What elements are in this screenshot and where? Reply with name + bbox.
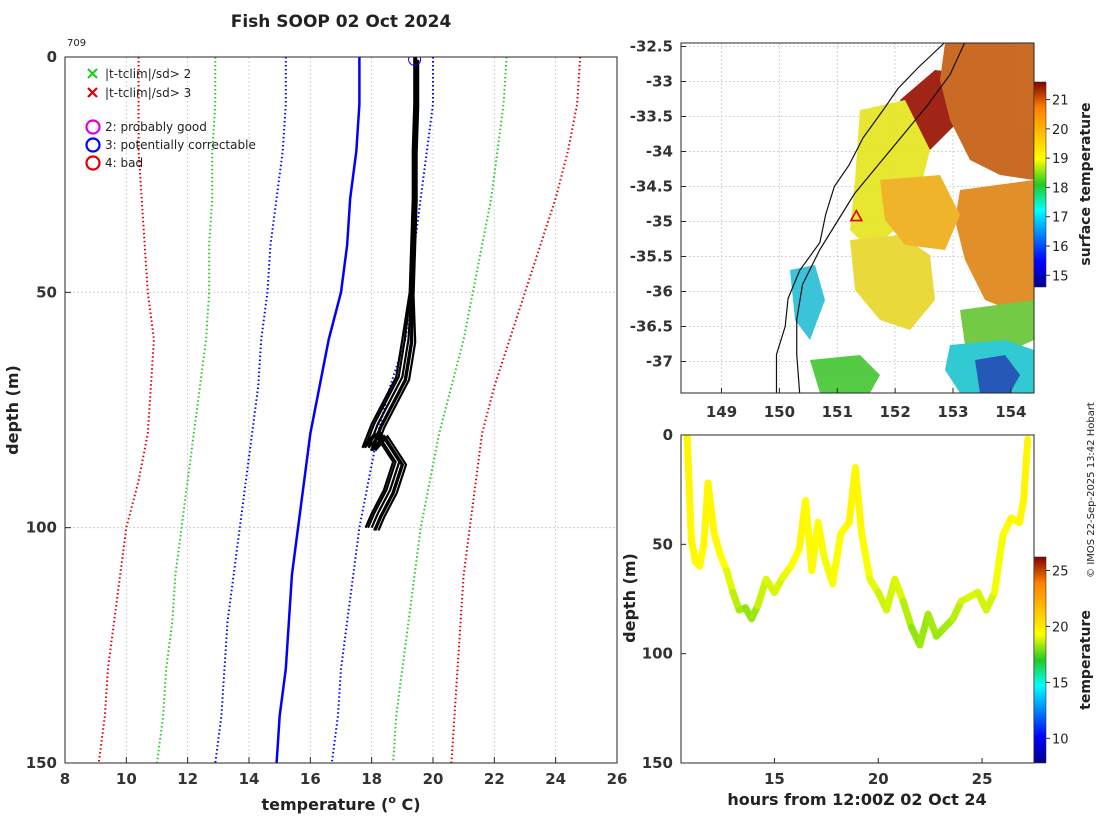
- figure: Fish SOOP 02 Oct 2024 709 8 10 12 14 16 18 20 2…: [0, 0, 1100, 820]
- profile-series: [99, 53, 580, 763]
- legend-circle-blue-marker: [87, 139, 100, 152]
- time-depth-y-ticks: 0 50 100 150: [642, 426, 686, 772]
- profile-x-tick-22: 22: [484, 770, 505, 788]
- map-colorbar-tick-17: 17: [1052, 211, 1069, 226]
- map-plot: [681, 43, 1034, 393]
- t-y-tick-0: 0: [663, 426, 673, 444]
- map-colorbar-label: surface temperature: [1078, 102, 1094, 265]
- legend-circle-magenta-marker: [87, 121, 100, 134]
- profile-series-0: [277, 57, 360, 763]
- t-colorbar-tick-15: 15: [1052, 676, 1069, 691]
- legend-correctable-label: 3: potentially correctable: [105, 138, 256, 152]
- t-trace-segment-44: [995, 536, 1003, 593]
- profile-id: 709: [67, 38, 86, 49]
- t-trace-segment-24: [833, 533, 841, 583]
- profile-y-tick-50: 50: [36, 283, 57, 301]
- profile-series-1: [215, 57, 286, 763]
- t-colorbar-tick-10: 10: [1052, 732, 1069, 747]
- profile-y-ticks: 0 50 100 150: [26, 48, 71, 772]
- map-y-tick--34_5: -34.5: [630, 178, 673, 196]
- map-colorbar-tick-19: 19: [1052, 152, 1069, 167]
- t-trace-segment-1: [689, 490, 691, 540]
- map-x-tick-151: 151: [822, 403, 853, 421]
- map-y-tick--33_5: -33.5: [630, 108, 673, 126]
- t-trace-segment-0: [687, 437, 689, 489]
- t-x-tick-15: 15: [764, 770, 785, 788]
- time-depth-colorbar: [1034, 557, 1046, 763]
- profile-y-label: depth (m): [3, 365, 22, 455]
- t-x-tick-20: 20: [868, 770, 889, 788]
- profile-x-tick-10: 10: [116, 770, 137, 788]
- t-y-tick-50: 50: [652, 535, 673, 553]
- profile-x-ticks: 8 10 12 14 16 18 20 22 24 26: [60, 757, 628, 788]
- map-y-tick--35: -35: [646, 213, 673, 231]
- profile-x-tick-20: 20: [423, 770, 444, 788]
- profile-y-tick-100: 100: [26, 519, 57, 537]
- map-colorbar-tick-15: 15: [1052, 269, 1069, 284]
- map-y-tick--35_5: -35.5: [630, 248, 673, 266]
- profile-x-tick-12: 12: [177, 770, 198, 788]
- map-y-tick--33: -33: [646, 73, 673, 91]
- legend-circle-red-marker: [87, 157, 100, 170]
- t-trace-segment-28: [862, 533, 870, 579]
- legend-sd2-label: |t-tclim|/sd> 2: [105, 67, 191, 81]
- profile-series-3: [157, 57, 215, 763]
- profile-axes-frame: [65, 57, 617, 763]
- legend-x-red-marker: [88, 88, 97, 97]
- map-y-ticks: -32.5 -33 -33.5 -34 -34.5 -35 -35.5 -36 -36.5 -37: [630, 38, 686, 371]
- map-x-tick-153: 153: [937, 403, 968, 421]
- map-colorbar-ticks: 15 16 17 18 19 20 21: [1046, 94, 1069, 285]
- map-x-tick-149: 149: [706, 403, 737, 421]
- time-depth-colorbar-ticks: 10 15 20 25: [1046, 564, 1069, 747]
- profile-x-tick-26: 26: [607, 770, 628, 788]
- map-y-tick--34: -34: [646, 143, 673, 161]
- time-depth-y-label: depth (m): [620, 553, 639, 643]
- copyright-note: © IMOS 22-Sep-2025 13:42 Hobart: [1086, 402, 1097, 578]
- profile-y-tick-0: 0: [47, 48, 57, 66]
- profile-series-6: [451, 57, 580, 763]
- t-trace-segment-32: [895, 579, 903, 601]
- map-y-tick--36_5: -36.5: [630, 318, 673, 336]
- profile-grid: [65, 57, 617, 763]
- profile-x-tick-8: 8: [60, 770, 70, 788]
- profile-x-tick-16: 16: [300, 770, 321, 788]
- profile-legend: |t-tclim|/sd> 2 |t-tclim|/sd> 3 2: proba…: [87, 67, 256, 170]
- map-x-tick-154: 154: [995, 403, 1026, 421]
- t-trace-segment-22: [818, 522, 824, 557]
- t-trace-segment-27: [855, 468, 861, 534]
- time-depth-trace: [687, 437, 1028, 645]
- t-trace-segment-6: [708, 483, 714, 533]
- profile-x-tick-14: 14: [239, 770, 260, 788]
- t-x-tick-25: 25: [972, 770, 993, 788]
- map-colorbar: [1034, 82, 1046, 287]
- legend-sd3-label: |t-tclim|/sd> 3: [105, 86, 191, 100]
- time-depth-x-label: hours from 12:00Z 02 Oct 24: [727, 790, 986, 809]
- t-trace-segment-48: [1024, 439, 1028, 500]
- map-colorbar-tick-16: 16: [1052, 240, 1069, 255]
- t-colorbar-tick-20: 20: [1052, 620, 1069, 635]
- legend-probably-good-label: 2: probably good: [105, 120, 207, 134]
- profile-x-label: temperature (o C): [261, 793, 420, 814]
- map-x-tick-152: 152: [879, 403, 910, 421]
- profile-x-tick-24: 24: [545, 770, 566, 788]
- map-y-tick--36: -36: [646, 283, 673, 301]
- t-y-tick-150: 150: [642, 754, 673, 772]
- time-depth-colorbar-label: temperature: [1078, 610, 1094, 710]
- t-y-tick-100: 100: [642, 645, 673, 663]
- map-y-tick--37: -37: [646, 353, 673, 371]
- profile-x-tick-18: 18: [361, 770, 382, 788]
- map-colorbar-tick-20: 20: [1052, 123, 1069, 138]
- t-colorbar-tick-25: 25: [1052, 564, 1069, 579]
- map-y-tick--32_5: -32.5: [630, 38, 673, 56]
- map-colorbar-tick-21: 21: [1052, 94, 1069, 109]
- map-x-tick-150: 150: [764, 403, 795, 421]
- t-trace-segment-33: [903, 601, 911, 627]
- profile-series-4: [393, 57, 506, 763]
- legend-x-green-marker: [88, 69, 97, 78]
- profile-y-tick-150: 150: [26, 754, 57, 772]
- map-colorbar-tick-18: 18: [1052, 181, 1069, 196]
- legend-bad-label: 4: bad: [105, 156, 143, 170]
- profile-title: Fish SOOP 02 Oct 2024: [231, 12, 452, 32]
